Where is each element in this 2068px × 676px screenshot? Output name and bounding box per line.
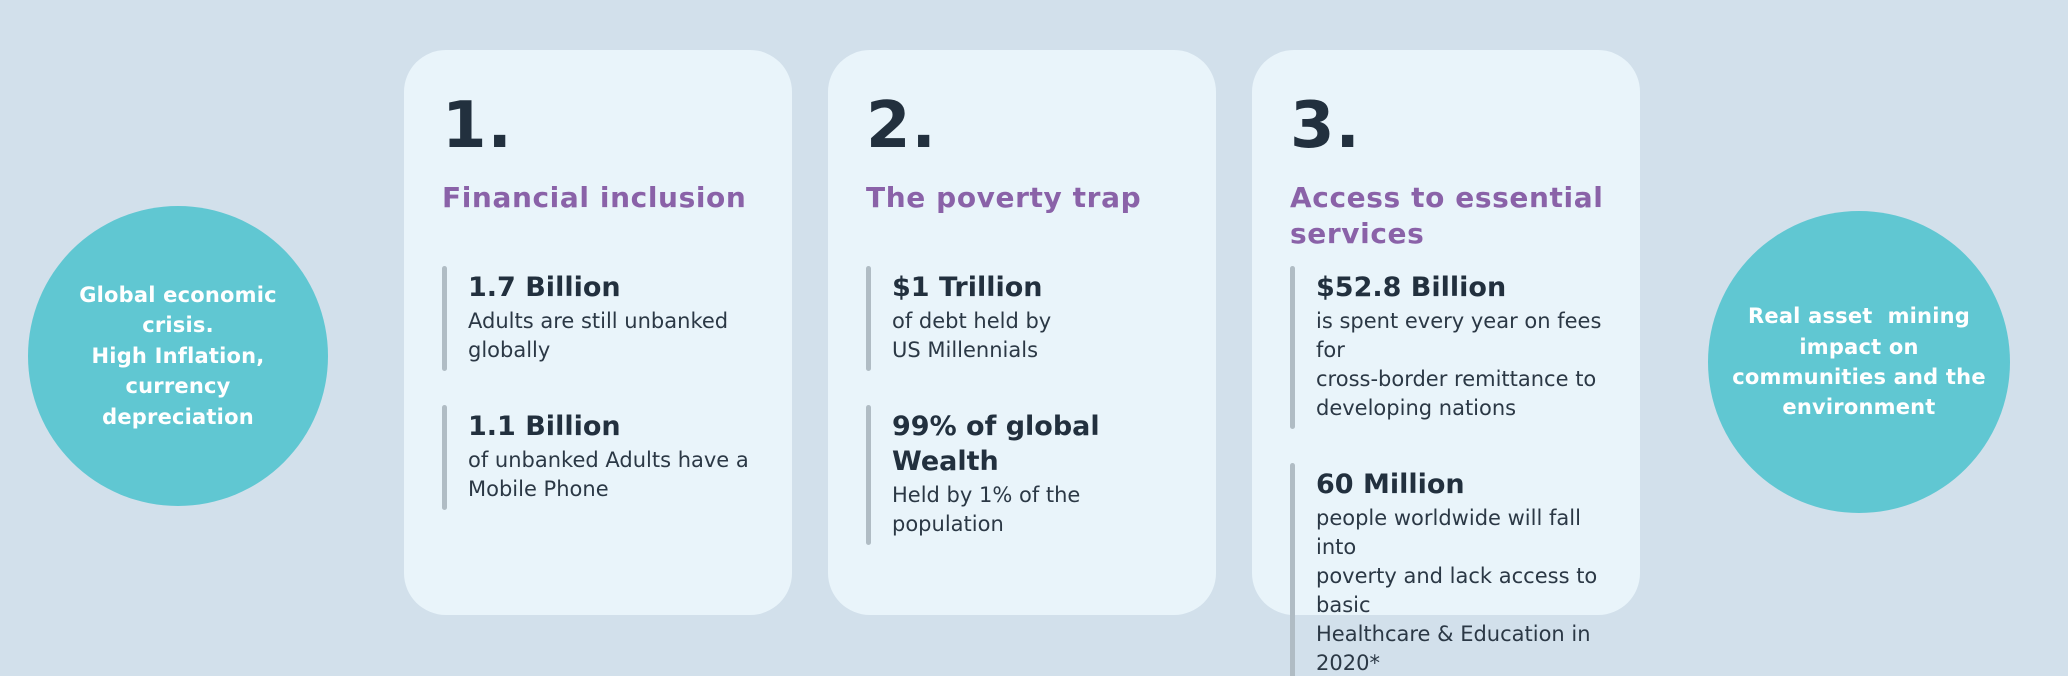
stat-description: people worldwide will fall into poverty … [1316, 505, 1598, 675]
stat-row: 1.1 Billion of unbanked Adults have a Mo… [442, 404, 756, 510]
stat-description: is spent every year on fees for cross-bo… [1316, 308, 1602, 420]
stat-accent-bar [442, 404, 447, 510]
stat-value: 1.7 Billion [468, 271, 621, 303]
global-crisis-circle: Global economic crisis. High Inflation, … [28, 206, 328, 506]
card-title-poverty-trap: The poverty trap [866, 180, 1142, 214]
stat-description: Adults are still unbanked globally [468, 308, 729, 362]
stat-value: 1.1 Billion [468, 410, 621, 442]
stat-row: $1 Trillion of debt held by US Millennia… [866, 265, 1180, 371]
card-poverty-trap: 2. The poverty trap $1 Trillion of debt … [828, 50, 1216, 615]
stat-row: 60 Million people worldwide will fall in… [1290, 462, 1604, 676]
stat-row: 1.7 Billion Adults are still unbanked gl… [442, 265, 756, 371]
stat-accent-bar [1290, 462, 1295, 676]
card-financial-inclusion: 1. Financial inclusion 1.7 Billion Adult… [404, 50, 792, 615]
card-access-essential-services: 3. Access to essential services $52.8 Bi… [1252, 50, 1640, 676]
stat-accent-bar [866, 265, 871, 371]
stat-description: Held by 1% of the population [892, 482, 1081, 536]
mining-impact-circle-text: Real asset mining impact on communities … [1732, 304, 1986, 420]
global-crisis-circle-text: Global economic crisis. High Inflation, … [79, 282, 277, 429]
mining-impact-circle: Real asset mining impact on communities … [1708, 211, 2010, 513]
card-number-2: 2. [866, 89, 937, 163]
stat-accent-bar [866, 404, 871, 545]
stat-value: 60 Million [1316, 468, 1465, 500]
stat-description: of debt held by US Millennials [892, 308, 1052, 362]
card-number-3: 3. [1290, 89, 1361, 163]
stat-description: of unbanked Adults have a Mobile Phone [468, 447, 749, 501]
stat-row: $52.8 Billion is spent every year on fee… [1290, 265, 1604, 429]
card-title-access-essential-services: Access to essential services [1290, 180, 1604, 250]
stat-value: $1 Trillion [892, 271, 1043, 303]
stat-value: 99% of global Wealth [892, 410, 1100, 477]
stat-value: $52.8 Billion [1316, 271, 1507, 303]
card-title-financial-inclusion: Financial inclusion [442, 180, 747, 214]
stat-row: 99% of global Wealth Held by 1% of the p… [866, 404, 1180, 545]
stat-accent-bar [442, 265, 447, 371]
stat-accent-bar [1290, 265, 1295, 429]
card-number-1: 1. [442, 89, 513, 163]
